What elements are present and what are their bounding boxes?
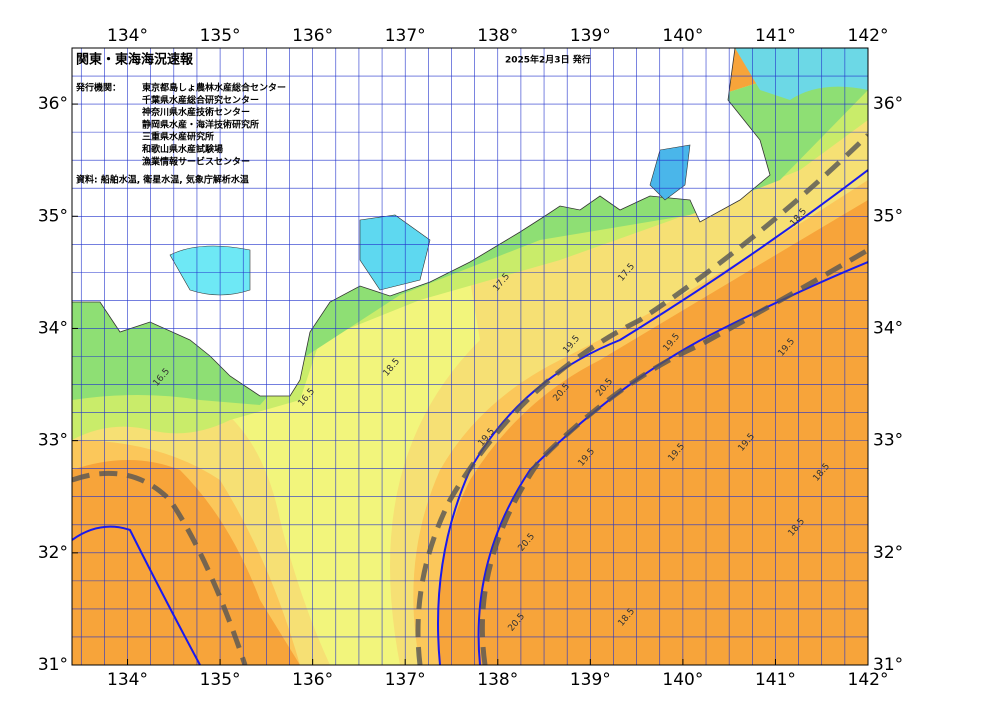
issuer: 神奈川県水産技術センター (142, 106, 250, 118)
lat-label: 33° (873, 431, 903, 451)
issuer: 三重県水産研究所 (142, 131, 214, 143)
issuer: 漁業情報サービスセンター (142, 155, 250, 167)
lon-label: 138° (477, 26, 518, 46)
lon-label: 135° (200, 670, 241, 690)
lon-label: 142° (848, 670, 889, 690)
title: 関東・東海海況速報 (76, 52, 194, 68)
kuroshio-axis (72, 470, 248, 665)
bay (359, 214, 431, 291)
lat-label: 36° (873, 94, 903, 114)
lon-label: 138° (477, 670, 518, 690)
lat-label: 36° (38, 94, 68, 114)
lat-label: 32° (873, 543, 903, 563)
lon-label: 135° (200, 26, 241, 46)
land (72, 48, 771, 397)
lat-label: 35° (38, 206, 68, 226)
lon-label: 136° (292, 670, 333, 690)
lat-label: 33° (38, 431, 68, 451)
lat-label: 34° (873, 318, 903, 338)
map-frame (71, 47, 869, 666)
axis-labels: 134° 134° 135° 135° 136° 136° 137° 137° 138° 138°… (38, 26, 903, 690)
lon-label: 139° (570, 26, 611, 46)
lon-label: 137° (385, 670, 426, 690)
issuers-label: 発行機関： (75, 82, 121, 94)
cold-water (735, 48, 868, 100)
source: 資料: 船舶水温, 衛星水温, 気象庁解析水温 (76, 174, 249, 186)
issuer: 千葉県水産総合研究センター (142, 94, 259, 106)
lat-label: 31° (38, 655, 68, 675)
map-body: 16.517.518.519.520.5 20.519.518.517.516.5… (72, 48, 868, 665)
lon-label: 141° (755, 670, 796, 690)
issuer: 和歌山県水産試験場 (141, 143, 223, 155)
lon-label: 134° (107, 26, 148, 46)
kuroshio-axis (479, 247, 868, 665)
issuer: 静岡県水産・海洋技術研究所 (142, 118, 259, 130)
lat-label: 32° (38, 543, 68, 563)
lon-label: 140° (662, 670, 703, 690)
issue-date: 2025年2月3日 発行 (505, 54, 591, 66)
lat-label: 34° (38, 318, 68, 338)
lon-label: 140° (662, 26, 703, 46)
issuers: 東京都島しょ農林水産総合センター千葉県水産総合研究センター神奈川県水産技術センタ… (141, 82, 286, 168)
isotherm (72, 525, 201, 665)
lon-label: 141° (755, 26, 796, 46)
bay (169, 245, 251, 296)
issuer: 東京都島しょ農林水産総合センター (142, 82, 286, 94)
lon-label: 136° (292, 26, 333, 46)
lon-label: 134° (107, 670, 148, 690)
lon-label: 137° (385, 26, 426, 46)
lon-label: 139° (570, 670, 611, 690)
kuroshio-axis (415, 133, 868, 665)
lat-label: 35° (873, 206, 903, 226)
lon-label: 142° (848, 26, 889, 46)
lat-label: 31° (873, 655, 903, 675)
